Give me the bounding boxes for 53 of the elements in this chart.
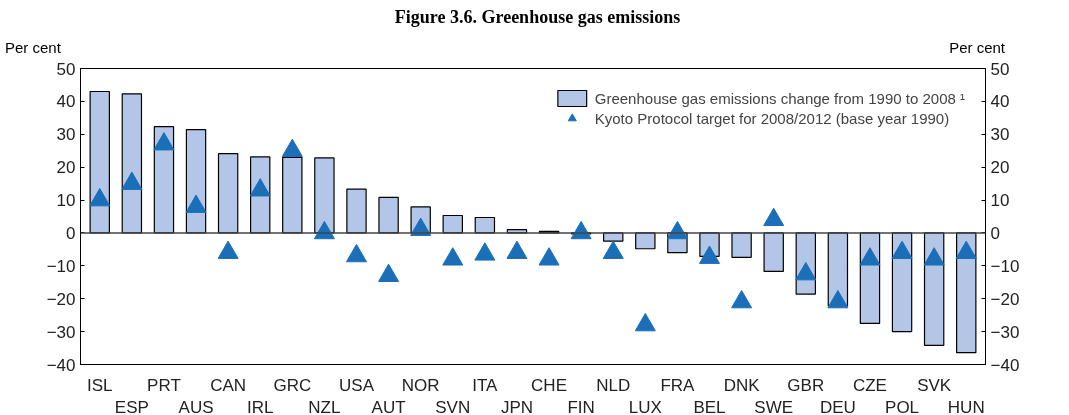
x-tick-label: CHE [531,375,568,395]
y2-tick-label: −30 [990,322,1020,342]
y-tick-label: 10 [56,191,76,211]
x-tick-label: SVN [435,398,471,415]
y2-tick-label: 40 [990,92,1010,112]
x-tick-label: SVK [917,375,952,395]
y2-tick-label: 0 [990,223,1000,243]
y-tick-label: 20 [56,158,76,178]
x-tick-label: GBR [787,375,825,395]
y2-tick-label: 20 [990,158,1010,178]
x-tick-label: SWE [754,398,794,415]
x-tick-label: NOR [401,375,440,395]
x-tick-label: ISL [87,375,113,395]
y2-tick-label: 10 [990,191,1010,211]
x-tick-label: AUS [178,398,214,415]
x-tick-label: AUT [371,398,406,415]
y2-tick-label: 30 [990,125,1010,145]
y2-tick-label: −10 [990,256,1020,276]
x-tick-label: NLD [596,375,631,395]
x-tick-label: GRC [273,375,312,395]
x-tick-label: IRL [246,398,274,415]
chart-title: Figure 3.6. Greenhouse gas emissions [394,7,681,27]
y2-tick-label: 50 [990,59,1010,79]
y-axis-title: Per cent [5,38,61,58]
x-tick-label: HUN [947,398,985,415]
y2-tick-label: −40 [990,355,1020,375]
x-tick-label: POL [885,398,920,415]
y2-axis-title: Per cent [949,38,1005,58]
y-tick-label: −30 [46,322,76,342]
y-tick-label: 40 [56,92,76,112]
y-tick-label: 30 [56,125,76,145]
x-tick-label: CZE [852,375,887,395]
x-tick-label: LUX [628,398,662,415]
x-tick-label: ESP [114,398,149,415]
y-tick-label: 0 [66,223,76,243]
x-tick-label: FIN [567,398,595,415]
x-tick-label: CAN [210,375,247,395]
x-tick-label: ITA [472,375,499,395]
x-tick-label: DEU [819,398,856,415]
legend-label: Kyoto Protocol target for 2008/2012 (base year 1990) [594,109,950,127]
y-tick-label: 50 [56,59,76,79]
legend-label: Greenhouse gas emissions change from 1990 to 2008 ¹ [594,89,965,107]
x-tick-label: FRA [660,375,696,395]
x-tick-label: USA [339,375,375,395]
x-tick-label: JPN [500,398,534,415]
y-tick-label: −20 [46,289,76,309]
y-tick-label: −40 [46,355,76,375]
y2-tick-label: −20 [990,289,1020,309]
x-tick-label: BEL [693,398,726,415]
x-tick-label: DNK [723,375,761,395]
x-tick-label: PRT [147,375,181,395]
x-tick-label: NZL [308,398,341,415]
y-tick-label: −10 [46,256,76,276]
